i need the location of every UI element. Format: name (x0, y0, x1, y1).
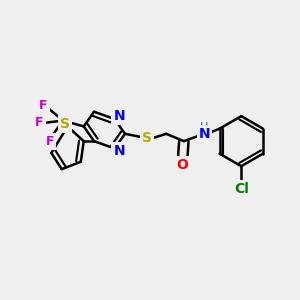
Text: S: S (60, 117, 70, 131)
Text: H: H (200, 122, 209, 132)
Text: Cl: Cl (234, 182, 249, 196)
Text: N: N (199, 127, 210, 141)
Text: F: F (39, 99, 48, 112)
Text: N: N (113, 144, 125, 158)
Text: F: F (35, 116, 44, 129)
Text: F: F (46, 135, 54, 148)
Text: N: N (113, 109, 125, 123)
Text: O: O (176, 158, 188, 172)
Text: S: S (142, 131, 152, 145)
